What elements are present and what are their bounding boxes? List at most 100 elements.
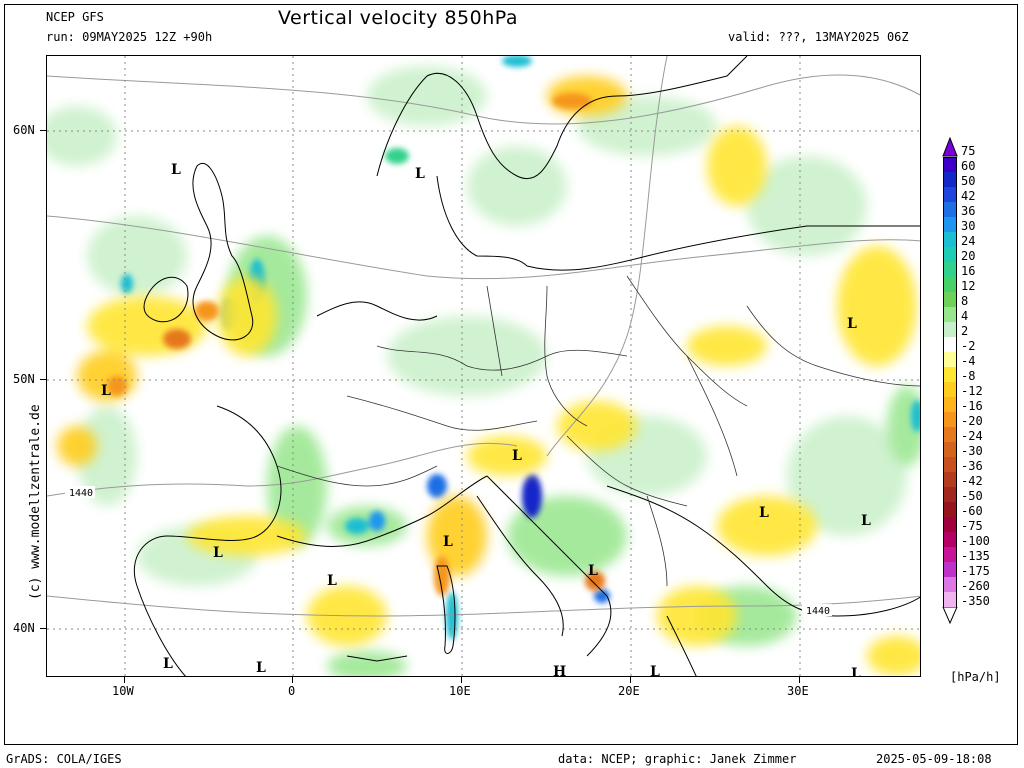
low-marker: L [163,656,173,672]
low-marker: L [327,573,337,589]
footer-software: GrADS: COLA/IGES [6,752,122,766]
legend-swatch [943,352,957,367]
legend-swatch [943,577,957,592]
legend-value-label: -50 [961,489,983,503]
lon-label-0: 0 [288,684,296,698]
legend-value-label: 16 [961,264,976,278]
contour-label-2: 1440 [806,606,830,617]
legend-swatch [943,502,957,517]
lon-tick [799,677,800,683]
low-marker: L [650,664,660,677]
lat-label-50n: 50N [13,372,35,386]
field-orange-patches [107,93,605,596]
lon-tick [630,677,631,683]
geopotential-contours [47,56,920,617]
field-green-patches [47,66,920,676]
coastlines [133,56,920,676]
graticule [47,56,920,676]
legend-value-label: -60 [961,504,983,518]
legend-value-label: -350 [961,594,990,608]
legend-value-label: 24 [961,234,976,248]
legend-value-label: 2 [961,324,969,338]
lat-tick [40,628,46,629]
legend-value-label: 8 [961,294,969,308]
lat-tick [40,379,46,380]
low-marker: L [847,316,857,332]
map-panel: 1440 1440 L L L L L L L L L L L L L L L … [46,55,921,677]
legend-swatch [943,307,957,322]
low-marker: L [759,505,769,521]
legend-swatch [943,292,957,307]
high-marker: H [553,664,566,677]
legend-value-label: -2 [961,339,976,353]
low-marker: L [101,383,111,399]
legend-value-label: -42 [961,474,983,488]
legend-value-label: 30 [961,219,976,233]
lon-label-30e: 30E [787,684,809,698]
legend-swatch [943,187,957,202]
lon-label-20e: 20E [618,684,640,698]
lon-label-10e: 10E [449,684,471,698]
borders [276,275,920,587]
legend-value-label: 60 [961,159,976,173]
legend-value-label: -12 [961,384,983,398]
legend-value-label: -175 [961,564,990,578]
legend-value-label: 50 [961,174,976,188]
footer-timestamp: 2025-05-09-18:08 [876,752,992,766]
run-info: run: 09MAY2025 12Z +90h [46,30,213,44]
legend-swatch [943,232,957,247]
legend-swatch [943,487,957,502]
low-marker: L [443,534,453,550]
legend-value-label: -36 [961,459,983,473]
legend-swatch [943,562,957,577]
legend-swatch [943,412,957,427]
low-marker: L [851,666,861,677]
legend-swatch [943,442,957,457]
model-name: NCEP GFS [46,10,104,24]
lon-tick [124,677,125,683]
legend-value-label: -8 [961,369,976,383]
legend-swatch [943,262,957,277]
legend-swatch [943,547,957,562]
legend-value-label: 42 [961,189,976,203]
legend-swatch [943,382,957,397]
legend-value-label: -24 [961,429,983,443]
legend-swatch [943,217,957,232]
legend-swatch [943,397,957,412]
legend-value-label: -75 [961,519,983,533]
legend-unit: [hPa/h] [950,670,1001,684]
lat-label-40n: 40N [13,621,35,635]
low-marker: L [171,162,181,178]
lon-tick [292,677,293,683]
legend-swatch [943,592,957,607]
lat-label-60n: 60N [13,123,35,137]
legend-value-label: -260 [961,579,990,593]
legend-swatch [943,202,957,217]
map-title: Vertical velocity 850hPa [278,7,519,29]
legend-value-label: 4 [961,309,969,323]
lon-tick [461,677,462,683]
legend-bottom-arrow [942,607,958,625]
lat-tick [40,130,46,131]
legend-swatch [943,277,957,292]
legend-value-label: -100 [961,534,990,548]
lon-label-10w: 10W [112,684,134,698]
map-svg: 1440 1440 L L L L L L L L L L L L L L L … [47,56,920,677]
legend-value-label: 12 [961,279,976,293]
legend-value-label: -20 [961,414,983,428]
legend-swatch [943,367,957,382]
legend-value-label: -135 [961,549,990,563]
legend-swatch [943,322,957,337]
legend-swatch [943,157,957,172]
legend-value-label: -4 [961,354,976,368]
legend-value-label: 75 [961,144,976,158]
legend-swatch [943,532,957,547]
legend-top-arrow [942,137,958,157]
valid-time: valid: ???, 13MAY2025 06Z [728,30,909,44]
legend-value-label: 20 [961,249,976,263]
low-marker: L [213,545,223,561]
footer-credit: data: NCEP; graphic: Janek Zimmer [558,752,797,766]
low-marker: L [588,563,598,579]
low-marker: L [415,166,425,182]
contour-label-bg-2 [802,604,832,616]
